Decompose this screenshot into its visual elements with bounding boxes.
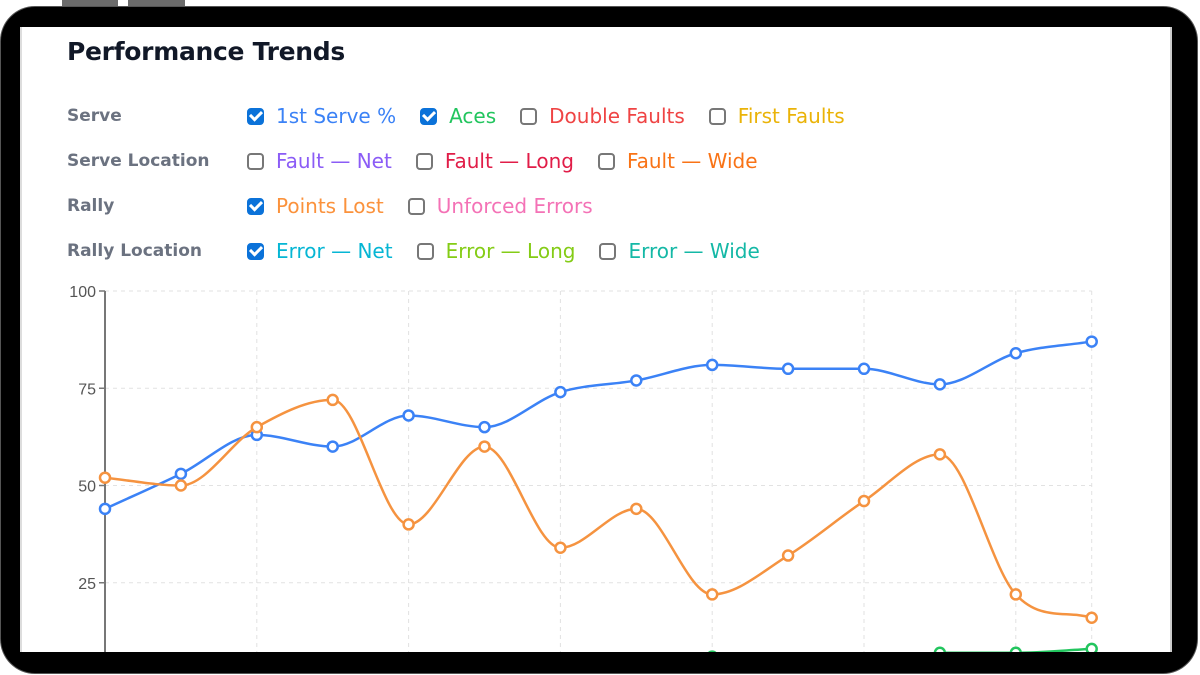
data-point bbox=[174, 479, 188, 492]
data-point bbox=[781, 549, 795, 562]
page-title: Performance Trends bbox=[67, 37, 345, 66]
y-tick-label: 50 bbox=[78, 479, 96, 496]
data-point bbox=[250, 420, 264, 434]
series-toggle-label: 1st Serve % bbox=[276, 104, 397, 128]
data-point bbox=[98, 502, 112, 516]
checkbox[interactable] bbox=[520, 107, 538, 125]
series-toggle-label: Error — Long bbox=[445, 239, 576, 263]
data-point bbox=[326, 393, 339, 407]
filter-row: Rally Location Error — Net Error — Long Err… bbox=[67, 238, 784, 264]
filter-row: Serve Location Fault — Net Fault — Long Fau… bbox=[67, 148, 782, 174]
row-label: Rally Location bbox=[67, 241, 203, 261]
filter-row: Rally Points Lost Unforced Errors bbox=[67, 193, 617, 219]
series-toggle[interactable]: Error — Long bbox=[416, 239, 576, 263]
series-toggle[interactable]: 1st Serve % bbox=[247, 104, 396, 128]
series-toggle-label: Double Faults bbox=[549, 104, 685, 128]
data-point bbox=[933, 646, 947, 652]
checkbox[interactable] bbox=[416, 242, 434, 260]
series-toggle-label: Unforced Errors bbox=[436, 194, 593, 218]
data-point bbox=[554, 385, 567, 399]
data-point bbox=[705, 358, 719, 372]
data-point bbox=[174, 467, 188, 481]
y-tick-label: 100 bbox=[69, 284, 96, 301]
checkbox[interactable] bbox=[247, 107, 264, 125]
checkbox[interactable] bbox=[597, 152, 615, 170]
data-point bbox=[1085, 335, 1098, 348]
checkbox[interactable] bbox=[247, 152, 264, 170]
series-toggle[interactable]: Fault — Wide bbox=[597, 149, 758, 173]
data-point bbox=[402, 518, 415, 531]
data-point bbox=[326, 440, 339, 453]
checkbox[interactable] bbox=[247, 242, 264, 260]
line-chart: 100 75 50 25 bbox=[69, 284, 1098, 652]
screen: Performance Trends Serve 1st Serve % Aces D… bbox=[20, 27, 1172, 652]
series-toggle-label: First Faults bbox=[737, 104, 845, 128]
data-point bbox=[1009, 346, 1023, 360]
series-toggle-label: Error — Wide bbox=[628, 239, 760, 263]
series-toggle-label: Fault — Long bbox=[444, 149, 574, 173]
row-label: Serve bbox=[67, 106, 122, 126]
tab[interactable] bbox=[62, 0, 118, 6]
series-line bbox=[939, 647, 1092, 652]
series-toggle[interactable]: Error — Wide bbox=[599, 239, 760, 263]
y-tick-label: 75 bbox=[78, 381, 96, 398]
series-toggle[interactable]: Aces bbox=[420, 104, 496, 128]
series-toggle[interactable]: Double Faults bbox=[520, 104, 685, 128]
device-frame: Performance Trends Serve 1st Serve % Aces D… bbox=[1, 7, 1197, 673]
series-toggle-label: Fault — Wide bbox=[626, 149, 758, 173]
series-toggle[interactable]: Error — Net bbox=[247, 239, 393, 263]
data-point bbox=[402, 409, 415, 422]
tab[interactable] bbox=[128, 0, 185, 6]
data-point bbox=[554, 541, 567, 554]
data-point bbox=[1009, 646, 1022, 652]
series-toggle[interactable]: First Faults bbox=[708, 104, 845, 128]
data-point bbox=[1085, 642, 1098, 652]
data-point bbox=[857, 362, 871, 376]
data-point bbox=[478, 420, 491, 434]
data-point bbox=[857, 494, 871, 508]
series-toggle[interactable]: Unforced Errors bbox=[407, 194, 593, 218]
checkbox[interactable] bbox=[420, 107, 438, 125]
data-point bbox=[705, 588, 719, 601]
checkbox[interactable] bbox=[599, 242, 617, 260]
checkbox[interactable] bbox=[407, 197, 425, 215]
checkbox[interactable] bbox=[415, 152, 433, 170]
series-toggle[interactable]: Points Lost bbox=[247, 194, 384, 218]
data-point bbox=[630, 374, 643, 387]
series-toggle[interactable]: Fault — Long bbox=[415, 149, 574, 173]
data-point bbox=[478, 440, 491, 453]
data-point bbox=[1085, 611, 1098, 625]
data-point bbox=[630, 502, 643, 516]
checkbox[interactable] bbox=[708, 107, 726, 125]
data-point bbox=[1009, 588, 1023, 601]
series-toggle-label: Fault — Net bbox=[276, 149, 392, 173]
series-toggle[interactable]: Fault — Net bbox=[247, 149, 392, 173]
data-point bbox=[933, 448, 947, 461]
series-toggle-label: Error — Net bbox=[276, 239, 393, 263]
series-toggle-label: Points Lost bbox=[276, 194, 384, 218]
row-label: Serve Location bbox=[67, 151, 210, 171]
data-point bbox=[933, 378, 947, 391]
data-point bbox=[781, 362, 795, 376]
row-label: Rally bbox=[67, 196, 115, 216]
y-tick-label: 25 bbox=[78, 576, 96, 593]
data-point bbox=[98, 471, 112, 484]
series-toggle-label: Aces bbox=[449, 104, 497, 128]
checkbox[interactable] bbox=[247, 197, 264, 215]
filter-row: Serve 1st Serve % Aces Double Faults First F… bbox=[67, 103, 869, 129]
